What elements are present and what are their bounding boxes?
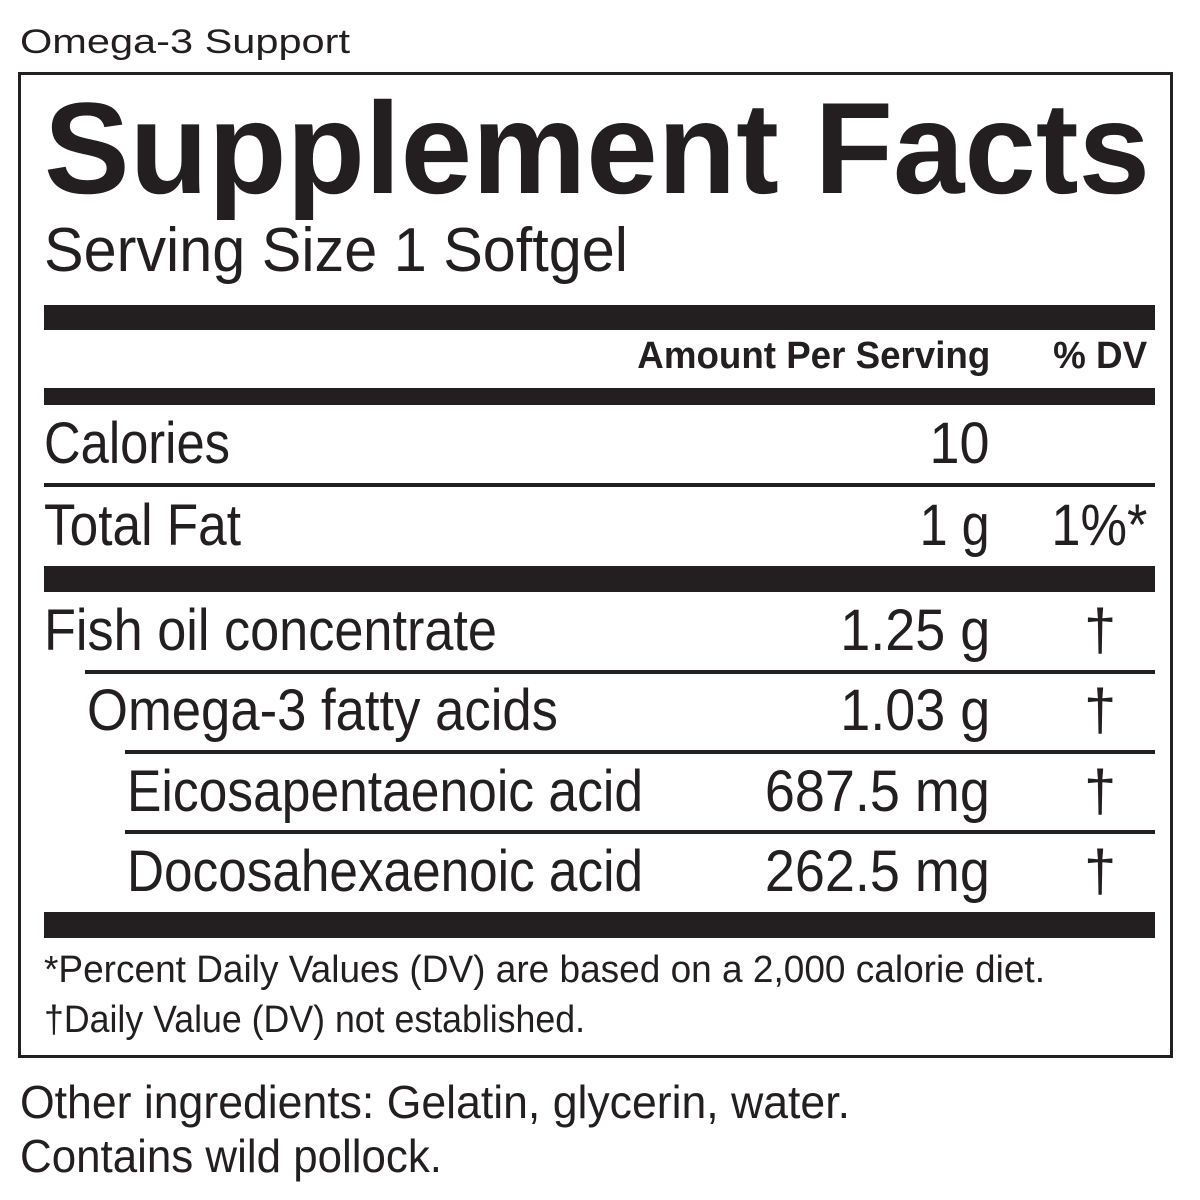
thick-divider	[44, 566, 1155, 592]
thick-divider	[44, 912, 1155, 938]
medium-divider	[44, 388, 1155, 405]
footnote-dv: *Percent Daily Values (DV) are based on …	[44, 949, 1045, 991]
dagger-icon: †	[1084, 598, 1117, 663]
dagger-icon: †	[1084, 839, 1117, 904]
row-name: Docosahexaenoic acid	[127, 839, 643, 904]
dagger-icon: †	[1084, 759, 1117, 824]
row-name: Total Fat	[44, 493, 241, 558]
row-dv: 1%*	[1051, 493, 1147, 558]
thin-divider	[44, 483, 1155, 487]
row-name: Calories	[44, 411, 230, 476]
row-amount: 1 g	[920, 493, 990, 558]
row-name: Fish oil concentrate	[44, 598, 497, 663]
serving-size: Serving Size 1 Softgel	[44, 216, 628, 285]
allergen-statement: Contains wild pollock.	[20, 1130, 442, 1182]
row-amount: 1.03 g	[840, 678, 990, 743]
row-name: Eicosapentaenoic acid	[127, 759, 643, 824]
header-amount: Amount Per Serving	[637, 335, 990, 377]
header-dv: % DV	[1053, 335, 1147, 377]
other-ingredients: Other ingredients: Gelatin, glycerin, wa…	[20, 1076, 850, 1128]
thin-divider	[85, 670, 1155, 674]
row-name: Omega-3 fatty acids	[87, 678, 558, 743]
row-amount: 262.5 mg	[765, 839, 990, 904]
row-amount: 687.5 mg	[765, 759, 990, 824]
thin-divider	[125, 830, 1155, 834]
row-amount: 1.25 g	[840, 598, 990, 663]
thick-divider	[44, 305, 1155, 330]
thin-divider	[125, 750, 1155, 754]
supplement-facts-panel	[18, 72, 1173, 1058]
panel-title: Supplement Facts	[44, 75, 1150, 221]
product-name: Omega-3 Support	[20, 23, 350, 61]
row-amount: 10	[930, 411, 990, 476]
dagger-icon: †	[1084, 678, 1117, 743]
footnote-dagger: †Daily Value (DV) not established.	[44, 999, 585, 1041]
